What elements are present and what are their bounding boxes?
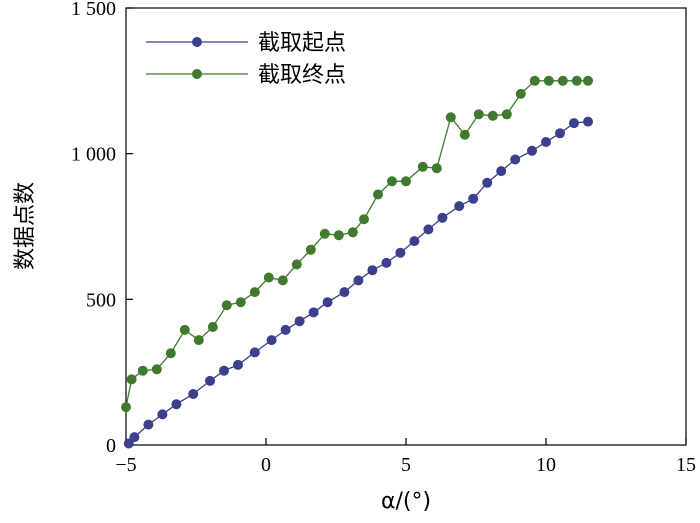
series-1-point [529,75,540,86]
series-1-point [126,374,137,385]
series-1-point [291,259,302,270]
series-0-point [294,316,305,327]
series-0-point [367,265,378,276]
series-1-point [571,75,582,86]
series-0-point [409,236,420,247]
series-0-point [188,389,199,399]
series-0-point [395,247,406,258]
series-line-1 [125,80,588,408]
series-1-point [193,335,204,346]
series-1-point [401,176,411,187]
series-1-point [121,402,131,413]
series-0-point [454,201,465,212]
series-1-point [557,75,568,86]
series-0-point [171,399,182,410]
series-1-point [263,272,274,283]
series-0-point [129,432,140,443]
series-0-point [157,409,168,420]
x-tick-label: 5 [401,454,411,476]
series-1-point [501,109,512,120]
series-1-point [445,112,456,123]
series-1-point [277,275,288,286]
series-layer [121,75,593,449]
series-0-point [468,193,479,204]
x-tick-label: 10 [536,454,556,476]
series-1-point [165,348,176,359]
series-0-point [381,257,392,268]
series-1-point [249,287,260,298]
series-0-point [541,137,551,147]
series-1-point [359,214,369,225]
series-0-point [143,419,154,430]
series-0-point [555,128,565,139]
series-1-point [515,88,526,99]
series-0-point [308,307,319,318]
y-axis-title: 数据点数 [13,182,38,270]
x-tick-label: −5 [115,454,136,476]
x-axis-title: α/(°) [381,489,431,514]
series-1-point [583,75,593,86]
series-0-point [233,359,243,370]
series-1-point [373,189,383,200]
legend-marker-end [192,69,202,79]
series-0-point [353,275,364,286]
series-1-point [235,297,246,308]
series-1-point [431,163,442,174]
series-1-point [347,227,358,238]
series-0-point [496,166,507,177]
series-0-point [527,145,537,156]
series-1-point [319,228,330,239]
series-1-point [473,109,484,120]
series-0-point [339,287,350,298]
series-1-point [459,129,470,140]
series-0-point [423,224,434,235]
series-0-point [249,347,260,358]
series-1-point [151,364,162,375]
series-0-point [266,335,277,346]
series-1-point [305,244,316,255]
series-0-point [482,177,493,188]
series-0-point [322,297,333,308]
series-1-point [179,324,190,335]
series-1-point [487,110,498,121]
legend: 截取起点 截取终点 [146,31,346,88]
series-0-point [569,118,579,129]
series-0-point [280,324,291,335]
x-tick-label: 0 [261,454,271,476]
legend-label-end: 截取终点 [258,63,346,88]
series-1-point [543,75,554,86]
series-0-point [583,116,593,127]
series-0-point [437,212,448,223]
series-0-point [219,365,229,376]
series-1-point [137,365,148,376]
series-1-point [207,322,218,332]
series-1-point [417,161,428,172]
y-tick-label: 0 [106,435,116,457]
x-tick-label: 15 [676,454,696,476]
series-1-point [221,300,232,311]
series-1-point [387,176,397,187]
y-tick-label: 1 500 [71,0,116,20]
y-tick-label: 500 [86,289,116,311]
series-1-point [333,230,344,241]
legend-label-start: 截取起点 [258,31,346,56]
legend-marker-start [192,37,202,47]
series-0-point [510,154,521,165]
y-tick-label: 1 000 [71,144,116,166]
series-0-point [205,375,215,386]
